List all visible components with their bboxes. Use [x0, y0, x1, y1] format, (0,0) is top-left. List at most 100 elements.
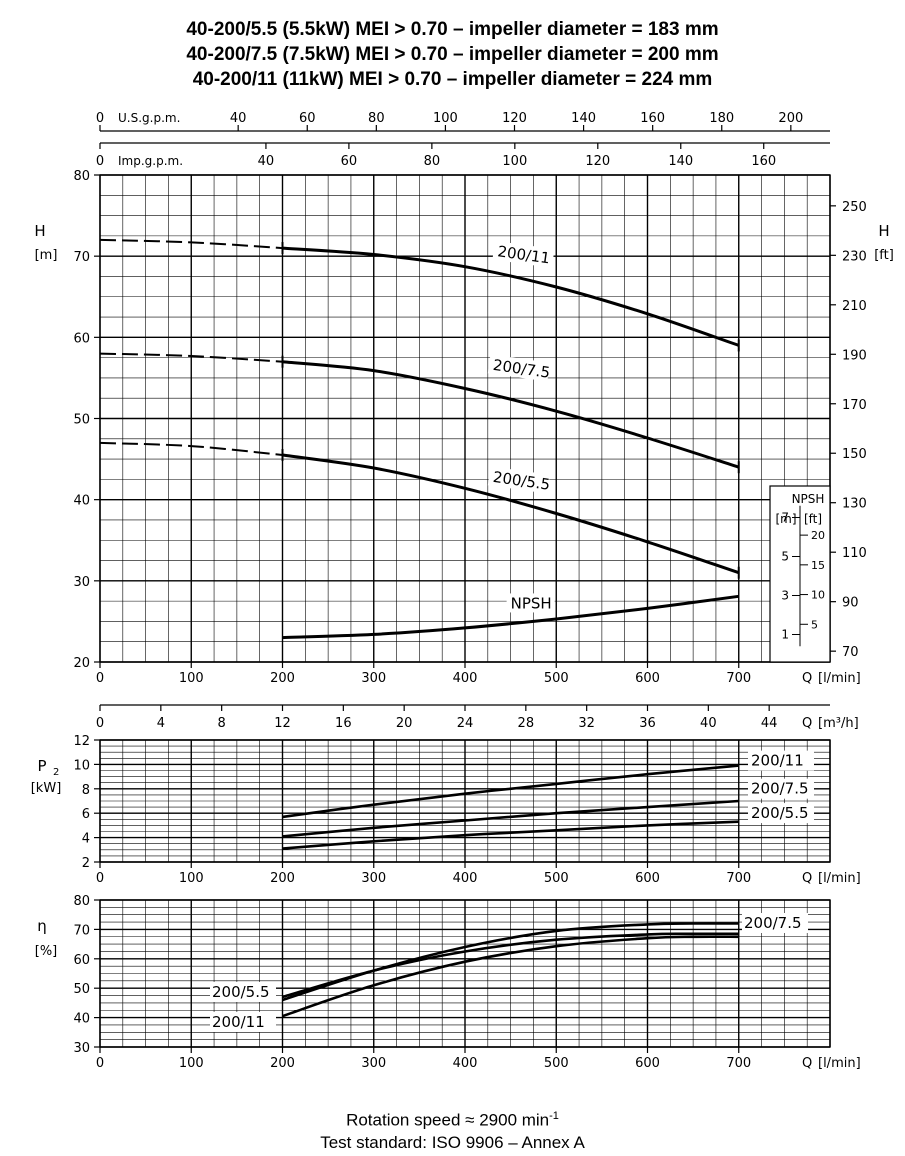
efficiency-curve-20055: [282, 932, 739, 999]
x-tick-label: 300: [361, 1056, 386, 1071]
curve-label: 200/7.5: [744, 914, 802, 932]
ft-tick-label: 90: [842, 596, 859, 611]
y-axis-unit-efficiency: [%]: [35, 944, 58, 959]
x-tick-label: 100: [179, 871, 204, 886]
y-axis-unit-right-head: [ft]: [874, 248, 894, 263]
curve-label-background: [748, 778, 814, 799]
m3h-tick-label: 28: [518, 716, 535, 731]
x-tick-label: 600: [635, 871, 660, 886]
npsh-m-tick-label: 1: [781, 628, 789, 642]
y-tick-label: 10: [73, 758, 90, 773]
head-curve-NPSH: [282, 594, 739, 640]
x-tick-label: 0: [96, 1056, 104, 1071]
curve-label-background: [492, 240, 555, 268]
impgpm-tick-label: 100: [502, 154, 527, 169]
x-tick-label: 500: [544, 671, 569, 686]
y-tick-label: 60: [73, 331, 90, 346]
m3h-tick-label: 12: [274, 716, 291, 731]
x-tick-label: 400: [453, 871, 478, 886]
npsh-ft-tick-label: 20: [811, 529, 825, 542]
m3h-tick-label: 40: [700, 716, 717, 731]
y-tick-label: 12: [73, 734, 90, 749]
y-tick-label: 70: [73, 250, 90, 265]
npsh-scale-title: NPSH: [792, 492, 825, 506]
curve-label-background: [742, 913, 808, 933]
y-tick-label: 80: [73, 894, 90, 909]
x-tick-label: 600: [635, 671, 660, 686]
curve-label: 200/5.5: [492, 468, 551, 494]
efficiency-curve-20011: [282, 935, 739, 1018]
m3h-axis-label: Q: [802, 716, 812, 731]
x-tick-label: 500: [544, 1056, 569, 1071]
ft-tick-label: 150: [842, 447, 867, 462]
y-tick-label: 6: [82, 807, 90, 822]
power-curve-20055: [282, 820, 739, 850]
curve-label: 200/11: [751, 752, 804, 770]
m3h-tick-label: 20: [396, 716, 413, 731]
y-tick-label: 8: [82, 783, 90, 798]
x-tick-label: 700: [726, 1056, 751, 1071]
y-axis-label-head: H: [34, 222, 45, 240]
head-curve-20011-extension: [99, 238, 283, 250]
y-tick-label: 40: [73, 494, 90, 509]
x-axis-label: Q: [802, 671, 812, 686]
title-line-2: 40-200/7.5 (7.5kW) MEI > 0.70 – impeller…: [186, 44, 719, 65]
rotation-speed-text: Rotation speed ≈ 2900 min: [346, 1110, 550, 1130]
x-tick-label: 300: [361, 871, 386, 886]
title-line-3: 40-200/11 (11kW) MEI > 0.70 – impeller d…: [192, 69, 713, 90]
impgpm-axis-label: Imp.g.p.m.: [118, 154, 183, 168]
x-tick-label: 200: [270, 671, 295, 686]
x-tick-label: 700: [726, 871, 751, 886]
impgpm-tick-label: 80: [424, 154, 441, 169]
ft-tick-label: 190: [842, 348, 867, 363]
usgpm-axis-label: U.S.g.p.m.: [118, 111, 180, 125]
head-curve-20055: [282, 453, 740, 575]
impgpm-tick-label: 160: [751, 154, 776, 169]
usgpm-tick-label: 200: [778, 111, 803, 126]
y-axis-unit-head: [m]: [35, 248, 58, 263]
x-axis-unit: [l/min]: [818, 1056, 861, 1071]
npsh-scale-unit-ft: [ft]: [804, 512, 822, 526]
usgpm-tick-label: 100: [433, 111, 458, 126]
x-axis-unit: [l/min]: [818, 671, 861, 686]
y-tick-label: 20: [73, 656, 90, 671]
usgpm-tick-label: 120: [502, 111, 527, 126]
x-tick-label: 500: [544, 871, 569, 886]
impgpm-tick-label: 120: [585, 154, 610, 169]
y-tick-label: 60: [73, 953, 90, 968]
y-tick-label: 2: [82, 856, 90, 871]
npsh-m-tick-label: 3: [781, 589, 789, 603]
ft-tick-label: 110: [842, 546, 867, 561]
curve-label-background: [506, 593, 555, 613]
ft-tick-label: 250: [842, 200, 867, 215]
m3h-tick-label: 44: [761, 716, 778, 731]
y-axis-label-right-head: H: [878, 222, 889, 240]
npsh-scale-unit-m: [m]: [775, 512, 796, 526]
rotation-speed-note: Rotation speed ≈ 2900 min-1: [0, 1110, 905, 1131]
usgpm-tick-label: 180: [709, 111, 734, 126]
curve-label: 200/5.5: [751, 804, 809, 822]
title-line-1: 40-200/5.5 (5.5kW) MEI > 0.70 – impeller…: [186, 19, 719, 40]
m3h-axis-unit: [m³/h]: [818, 716, 859, 731]
npsh-m-tick-label: 5: [781, 550, 789, 564]
y-axis-label-power-subscript: 2: [53, 767, 59, 778]
ft-tick-label: 170: [842, 398, 867, 413]
npsh-ft-tick-label: 15: [811, 559, 825, 572]
usgpm-tick-label: 80: [368, 111, 385, 126]
x-tick-label: 700: [726, 671, 751, 686]
x-tick-label: 300: [361, 671, 386, 686]
curve-label-background: [487, 466, 550, 494]
head-curve-20075: [282, 360, 740, 469]
m3h-tick-label: 24: [457, 716, 474, 731]
y-axis-unit-power: [kW]: [31, 781, 62, 796]
m3h-tick-label: 32: [578, 716, 595, 731]
y-tick-label: 30: [73, 1041, 90, 1056]
x-tick-label: 400: [453, 1056, 478, 1071]
x-tick-label: 100: [179, 671, 204, 686]
curve-label-background: [487, 354, 550, 382]
head-curve-20075-extension: [99, 352, 283, 363]
usgpm-tick-label: 40: [230, 111, 247, 126]
x-tick-label: 200: [270, 871, 295, 886]
npsh-ft-tick-label: 5: [811, 618, 818, 631]
